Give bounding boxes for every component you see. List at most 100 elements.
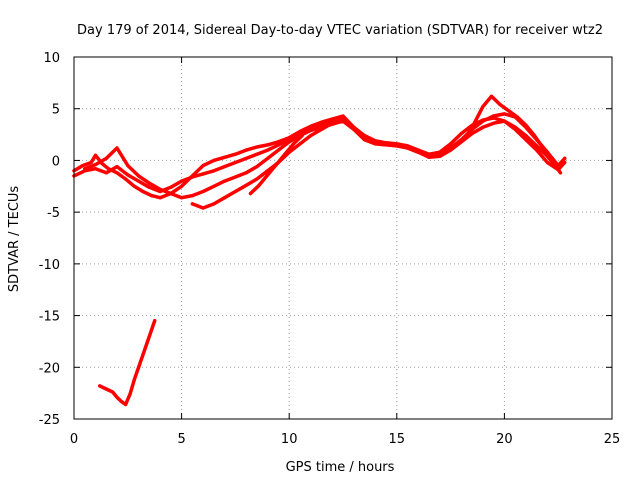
data-point [492, 116, 496, 120]
y-tick-label: -5 [47, 206, 60, 221]
data-point [115, 146, 119, 150]
data-point [115, 395, 119, 399]
data-point [81, 164, 85, 168]
data-point [223, 165, 227, 169]
data-point [502, 119, 506, 123]
data-point [93, 153, 98, 157]
data-point [291, 142, 296, 146]
data-point [132, 378, 136, 382]
data-point [190, 175, 194, 179]
data-point [535, 144, 539, 148]
data-point [180, 179, 184, 183]
data-point [406, 146, 410, 150]
data-point [153, 319, 157, 323]
data-point [255, 152, 259, 156]
data-point [459, 131, 463, 136]
data-point [524, 123, 528, 127]
data-point [137, 179, 141, 183]
x-tick-label: 25 [604, 432, 621, 447]
data-point [535, 148, 539, 152]
data-point [274, 163, 278, 167]
data-point [98, 384, 102, 388]
data-point [158, 196, 162, 200]
data-point [298, 142, 302, 146]
data-point [212, 184, 216, 188]
data-point [470, 131, 474, 136]
data-point [563, 160, 567, 165]
series-line-arc-6 [463, 94, 563, 175]
data-point [362, 138, 367, 142]
data-point [449, 142, 453, 146]
data-point [89, 160, 93, 165]
data-point [438, 150, 442, 154]
data-point [545, 160, 550, 165]
y-tick-label: 0 [52, 154, 60, 169]
data-point [255, 145, 259, 149]
data-point [481, 105, 485, 109]
data-point [93, 163, 98, 167]
y-axis-label: SDTVAR / TECUs [7, 186, 22, 293]
data-point [563, 156, 567, 160]
data-point [283, 152, 287, 156]
data-point [180, 184, 184, 188]
x-axis-label: GPS time / hours [286, 460, 395, 475]
y-tick-label: -20 [39, 361, 60, 376]
data-point [427, 155, 431, 159]
tick-layer: 0 5 10 15 20 25 10 5 0 -5 -10 -15 -20 -25 [39, 51, 621, 447]
data-point [212, 158, 216, 162]
data-point [276, 143, 280, 147]
data-point [330, 121, 334, 125]
data-point [244, 148, 248, 152]
data-point [257, 183, 261, 187]
data-point [507, 109, 511, 113]
data-point [223, 155, 227, 159]
data-point [180, 196, 184, 200]
data-point [201, 172, 205, 176]
data-point [384, 143, 388, 147]
data-point [124, 402, 128, 407]
data-point [145, 340, 149, 345]
data-point [459, 140, 463, 144]
data-point [141, 189, 145, 194]
data-point [541, 146, 545, 150]
data-point [341, 117, 345, 121]
data-point [481, 125, 485, 129]
data-point [464, 136, 468, 140]
data-point [373, 139, 377, 143]
data-point [115, 171, 119, 175]
x-tick-label: 10 [281, 432, 298, 447]
data-point [492, 121, 496, 125]
data-point [93, 167, 98, 171]
data-point [233, 152, 237, 156]
grid-layer [74, 57, 612, 419]
data-point [524, 134, 528, 138]
data-point [524, 138, 528, 142]
data-point [119, 399, 123, 403]
data-point [255, 177, 259, 181]
y-tick-label: 5 [52, 103, 60, 118]
data-point [233, 175, 237, 179]
data-point [126, 173, 130, 177]
x-tick-label: 20 [496, 432, 513, 447]
data-point [149, 194, 154, 198]
data-point [532, 134, 537, 138]
data-point [489, 94, 494, 98]
data-point [255, 165, 259, 169]
y-tick-label: 10 [43, 51, 60, 66]
data-point [319, 120, 324, 124]
data-point [190, 194, 194, 198]
data-point [233, 189, 237, 194]
data-point [373, 142, 377, 146]
data-point [223, 196, 227, 200]
data-point [102, 386, 106, 390]
x-tick-label: 15 [389, 432, 406, 447]
data-point [201, 189, 205, 194]
data-point [481, 118, 485, 122]
series-line-arc-3 [83, 119, 560, 200]
data-point [201, 164, 205, 168]
data-point [352, 127, 356, 131]
data-point [300, 134, 304, 138]
data-point [141, 353, 145, 357]
data-point [149, 328, 154, 332]
